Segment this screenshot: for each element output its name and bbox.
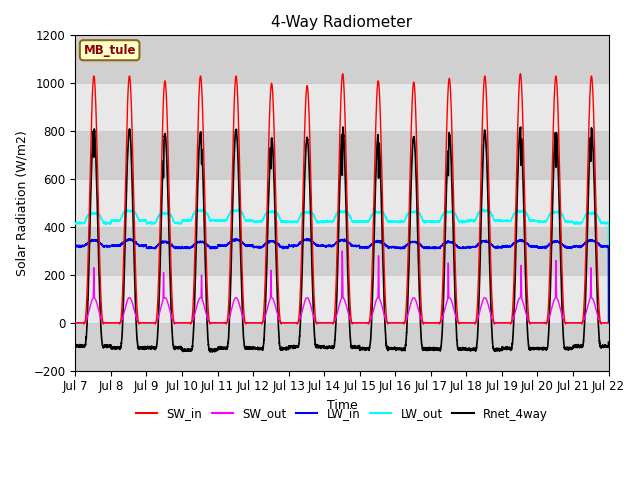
SW_in [461,320,469,326]
Line: LW_out: LW_out [76,209,609,323]
SW_in [516,71,524,76]
LW_out [480,206,488,212]
SW_out [322,320,330,326]
Rnet_4way [206,349,214,355]
Title: 4-Way Radiometer: 4-Way Radiometer [271,15,413,30]
Rnet_4way [604,344,612,349]
LW_in [232,236,240,241]
SW_out [339,248,346,254]
SW_out [605,320,612,326]
Y-axis label: Solar Radiation (W/m2): Solar Radiation (W/m2) [15,130,28,276]
SW_in [80,321,88,327]
SW_in [432,320,440,326]
LW_in [492,244,499,250]
LW_out [605,320,612,326]
Line: SW_in: SW_in [76,73,609,324]
Bar [76,323,609,371]
Rnet_4way [72,344,79,350]
LW_in [461,245,469,251]
Rnet_4way [322,345,330,351]
Rnet_4way [167,307,175,313]
SW_out [492,320,499,326]
Rnet_4way [516,124,524,130]
SW_in [168,276,175,281]
LW_out [72,220,79,226]
LW_in [432,244,440,250]
LW_in [322,245,330,251]
SW_in [605,320,612,326]
Line: Rnet_4way: Rnet_4way [76,127,609,352]
SW_out [167,313,175,319]
Bar [76,36,609,83]
LW_out [432,219,440,225]
Rnet_4way [461,347,469,353]
Rnet_4way [492,347,499,352]
SW_in [322,320,330,326]
Rnet_4way [432,346,440,352]
Legend: SW_in, SW_out, LW_in, LW_out, Rnet_4way: SW_in, SW_out, LW_in, LW_out, Rnet_4way [131,403,553,425]
Bar [76,131,609,179]
SW_out [432,320,440,326]
LW_in [604,243,612,249]
LW_in [605,320,612,326]
LW_out [492,217,499,223]
Line: LW_in: LW_in [76,239,609,323]
LW_in [72,244,79,250]
SW_out [604,320,612,326]
SW_in [604,320,612,326]
LW_out [604,220,612,226]
SW_out [72,320,79,326]
SW_in [492,320,499,326]
SW_in [72,320,79,326]
LW_in [167,242,175,248]
LW_out [322,219,330,225]
Bar [76,227,609,275]
X-axis label: Time: Time [326,399,357,412]
LW_out [461,219,469,225]
Text: MB_tule: MB_tule [83,44,136,57]
SW_out [461,320,469,326]
LW_out [167,213,175,219]
Line: SW_out: SW_out [76,251,609,323]
Rnet_4way [605,339,612,345]
